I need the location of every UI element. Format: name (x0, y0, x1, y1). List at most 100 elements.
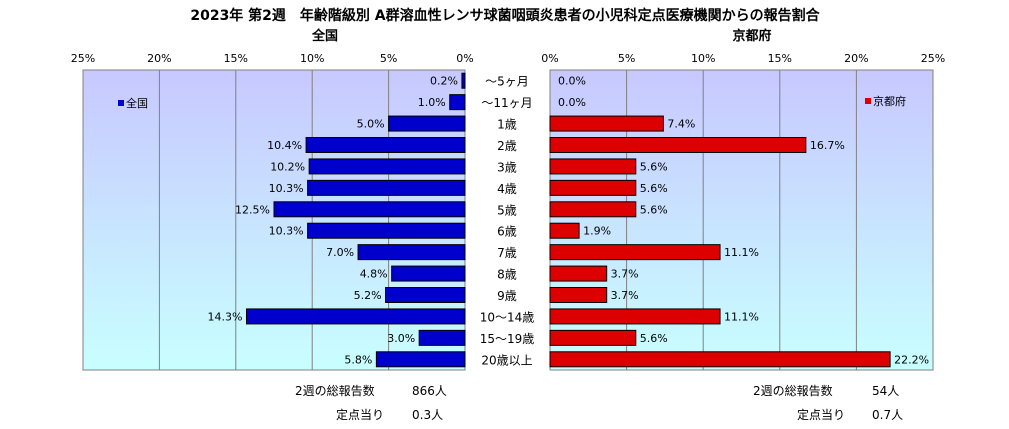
national-bar (308, 158, 466, 175)
national-total-label: 2週の総報告数 (295, 383, 375, 398)
kyoto-footer: 2週の総報告数 54人 定点当り 0.7人 (753, 383, 903, 422)
kyoto-data-label: 1.9% (583, 225, 611, 238)
national-bar (273, 201, 466, 218)
national-chart: 全国 0% 5% 10% 15% 20% 25% 0.2% 1.0% 5.0% 10.4% 10.… (71, 28, 474, 371)
kyoto-data-label: 16.7% (810, 139, 845, 152)
kyoto-bar (549, 287, 608, 303)
kyoto-total-value: 54人 (872, 384, 899, 398)
kyoto-bar (549, 244, 721, 261)
national-plot-area (82, 69, 466, 371)
national-tick-label: 15% (224, 52, 248, 65)
national-tick-label: 20% (147, 52, 171, 65)
national-tick-label: 25% (71, 52, 95, 65)
kyoto-data-label: 3.7% (611, 289, 639, 302)
kyoto-bar (549, 179, 637, 196)
kyoto-legend: 京都府 (865, 94, 906, 108)
national-legend-swatch (118, 100, 124, 106)
national-data-label: 10.4% (267, 139, 302, 152)
kyoto-bar (549, 201, 637, 218)
category-label: ～11ヶ月 (481, 96, 532, 110)
kyoto-data-label: 0.0% (558, 96, 586, 109)
kyoto-data-label: 0.0% (558, 75, 586, 88)
kyoto-tick-label: 0% (541, 52, 558, 65)
kyoto-legend-swatch (865, 98, 871, 104)
national-data-label: 14.3% (208, 310, 243, 323)
national-data-label: 12.5% (235, 203, 270, 216)
national-bar (391, 265, 466, 282)
national-data-label: 4.8% (360, 268, 388, 281)
national-data-label: 3.0% (387, 332, 415, 345)
kyoto-tick-label: 15% (768, 52, 792, 65)
category-label: 7歳 (497, 246, 517, 260)
category-label: 1歳 (497, 118, 517, 132)
category-label: 9歳 (497, 289, 517, 303)
national-data-label: 7.0% (326, 246, 354, 259)
category-label: 6歳 (497, 225, 517, 239)
national-bar (385, 287, 466, 303)
kyoto-data-label: 11.1% (724, 246, 759, 259)
national-bar (307, 222, 466, 239)
kyoto-data-label: 11.1% (724, 310, 759, 323)
national-bar (461, 72, 466, 89)
kyoto-data-labels: 0.0% 0.0% 7.4% 16.7% 5.6% 5.6% 5.6% 1.9% 11.1% 3.… (558, 75, 929, 367)
category-label: 4歳 (497, 182, 517, 196)
kyoto-tick-label: 25% (921, 52, 945, 65)
kyoto-bar (549, 158, 637, 175)
category-label: 2歳 (497, 139, 517, 153)
kyoto-bars (549, 115, 891, 368)
kyoto-legend-label: 京都府 (873, 94, 906, 108)
category-label: 3歳 (497, 160, 517, 174)
kyoto-tick-label: 20% (844, 52, 868, 65)
national-bars (245, 72, 466, 368)
kyoto-data-label: 5.6% (640, 182, 668, 195)
kyoto-data-label: 5.6% (640, 203, 668, 216)
kyoto-bar (549, 308, 721, 325)
national-bar (307, 179, 466, 196)
kyoto-bar (549, 115, 664, 132)
national-data-label: 10.3% (269, 225, 304, 238)
kyoto-tick-labels: 0% 5% 10% 15% 20% 25% (541, 52, 945, 65)
kyoto-total-label: 2週の総報告数 (753, 383, 833, 398)
national-bar (375, 351, 466, 368)
national-per-value: 0.3人 (412, 408, 443, 422)
national-legend: 全国 (118, 96, 148, 110)
national-bar (449, 94, 466, 111)
national-tick-label: 10% (300, 52, 324, 65)
kyoto-tick-label: 5% (618, 52, 635, 65)
national-chart-title: 全国 (311, 28, 338, 44)
category-label: 15～19歳 (480, 332, 535, 346)
national-data-label: 5.8% (344, 353, 372, 366)
kyoto-plot-area (549, 69, 934, 371)
national-bar (305, 137, 466, 153)
category-label: ～5ヶ月 (485, 75, 529, 89)
national-bar (245, 308, 466, 325)
category-label: 5歳 (497, 203, 517, 217)
kyoto-bar (549, 329, 637, 346)
kyoto-bar (549, 265, 608, 282)
kyoto-data-label: 22.2% (894, 353, 929, 366)
national-data-label: 5.0% (357, 118, 385, 131)
national-data-label: 10.2% (270, 160, 305, 173)
national-data-label: 0.2% (430, 75, 458, 88)
kyoto-per-value: 0.7人 (872, 408, 903, 422)
kyoto-chart-title: 京都府 (732, 28, 771, 44)
national-bar (357, 244, 466, 261)
national-bar (418, 329, 466, 346)
kyoto-per-label: 定点当り (797, 407, 845, 422)
national-tick-labels: 0% 5% 10% 15% 20% 25% (71, 52, 474, 65)
category-labels: ～5ヶ月 ～11ヶ月 1歳 2歳 3歳 4歳 5歳 6歳 7歳 8歳 9歳 10～14歳 15～19歳 2… (480, 75, 535, 368)
national-data-labels: 0.2% 1.0% 5.0% 10.4% 10.2% 10.3% 12.5% 10.3% 7.0… (208, 75, 458, 367)
kyoto-data-label: 5.6% (640, 160, 668, 173)
national-data-label: 5.2% (354, 289, 382, 302)
national-data-label: 1.0% (418, 96, 446, 109)
category-label: 10～14歳 (480, 310, 535, 324)
kyoto-tick-label: 10% (691, 52, 715, 65)
national-legend-label: 全国 (126, 96, 148, 110)
kyoto-bar (549, 351, 891, 368)
kyoto-chart: 京都府 0% 5% 10% 15% 20% 25% 0.0% 0.0% 7.4% 16.7% 5.… (541, 28, 945, 371)
kyoto-data-label: 3.7% (611, 268, 639, 281)
national-total-value: 866人 (412, 384, 447, 398)
category-label: 20歳以上 (481, 353, 532, 367)
kyoto-bar (549, 137, 807, 153)
